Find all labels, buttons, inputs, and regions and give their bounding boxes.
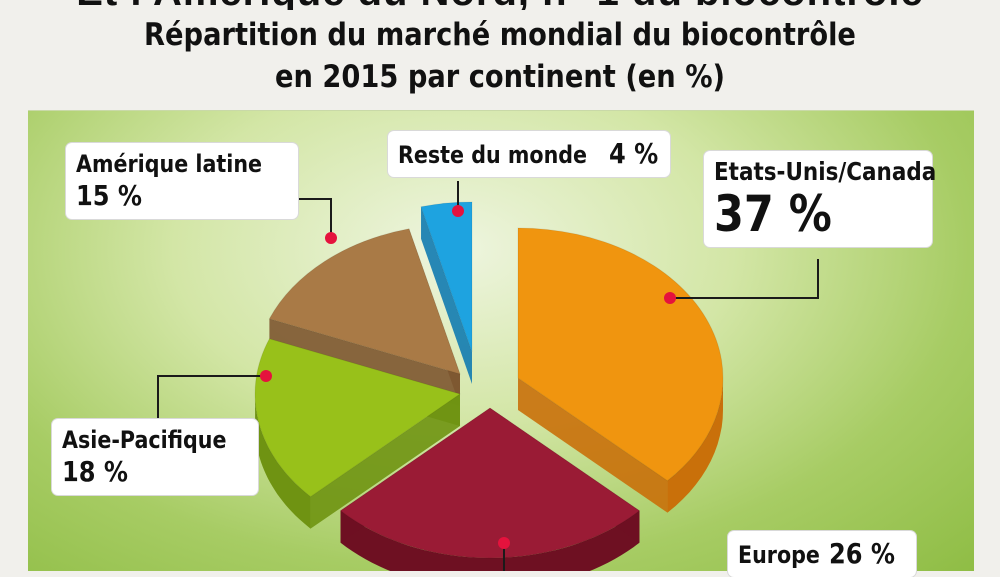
pie-slice-wall <box>518 378 668 513</box>
label-value: 4 % <box>609 137 659 170</box>
label-value: 37 % <box>714 185 832 243</box>
label-value: 18 % <box>62 455 129 488</box>
label-name: Etats-Unis/Canada <box>714 157 937 186</box>
chart-panel: Etats-Unis/Canada 37 % Europe 26 % Asie-… <box>28 110 974 577</box>
pie-slice-amerique-latine <box>268 228 461 375</box>
pie-chart <box>157 181 819 571</box>
pie-slice-side <box>255 388 311 529</box>
chart-title: Répartition du marché mondial du biocont… <box>0 14 1000 98</box>
leader-dot <box>498 537 510 549</box>
label-value: 15 % <box>76 179 143 212</box>
headline-partial: Et l'Amérique du Nord, n° 1 du biocontrô… <box>0 0 1000 10</box>
pie-slice-reste-du-monde <box>420 201 473 353</box>
label-amerique-latine: Amérique latine 15 % <box>66 143 298 219</box>
label-asie-pacifique: Asie-Pacifique 18 % <box>52 419 258 495</box>
label-europe: Europe 26 % <box>728 531 916 577</box>
label-name: Asie-Pacifique <box>62 426 227 454</box>
label-name: Europe <box>738 541 820 569</box>
leader-dot <box>452 205 464 217</box>
pie-slice-side <box>340 510 640 571</box>
title-line-1: Répartition du marché mondial du biocont… <box>144 17 856 53</box>
pie-slice-asie-pacifique <box>254 338 462 498</box>
leader-dot <box>325 232 337 244</box>
pie-slice-side <box>667 377 723 513</box>
label-name: Amérique latine <box>76 150 263 178</box>
title-line-2: en 2015 par continent (en %) <box>274 59 726 95</box>
leader-dot <box>664 292 676 304</box>
label-name: Reste du monde <box>398 141 588 169</box>
pie-slice-wall <box>421 206 472 384</box>
leader-dot <box>260 370 272 382</box>
leader-line <box>157 375 266 419</box>
pie-slice-etats-unis-canada <box>517 227 724 482</box>
label-value: 26 % <box>828 537 895 570</box>
pie-slice-europe <box>339 407 641 559</box>
pie-slice-wall <box>310 394 460 529</box>
leader-line <box>670 259 819 299</box>
label-etats-unis-canada: Etats-Unis/Canada 37 % <box>704 151 937 247</box>
label-reste-du-monde: Reste du monde 4 % <box>388 131 670 177</box>
